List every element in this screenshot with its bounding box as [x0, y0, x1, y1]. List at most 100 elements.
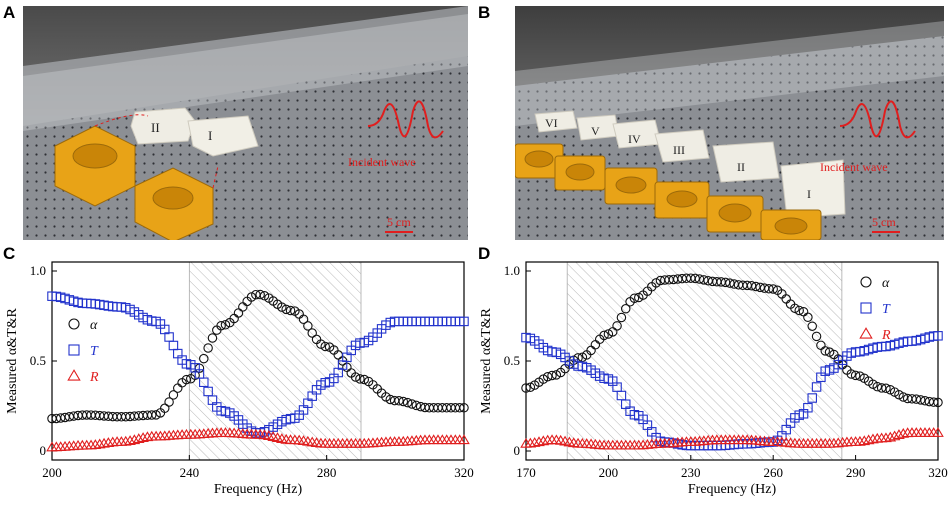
y-axis-label: Measured α&T&R	[479, 307, 494, 413]
legend-marker	[67, 369, 81, 381]
incident-wave-label-b: Incident wave	[820, 160, 888, 174]
data-point	[168, 340, 179, 351]
data-point	[199, 353, 209, 364]
data-point	[458, 434, 470, 445]
legend-marker	[860, 276, 872, 288]
data-point	[612, 321, 622, 331]
photo-b: VI V IV III II I Incident wave 5 cm	[515, 6, 944, 240]
data-point	[542, 371, 553, 382]
orange-resonators	[54, 125, 214, 240]
data-point	[932, 427, 944, 437]
series-circle	[521, 273, 943, 408]
label-scatterer-2b: II	[737, 160, 745, 174]
data-point	[164, 397, 174, 407]
photo-a: II I Incident wave 5 cm	[23, 6, 468, 240]
label-scatterer-5: V	[591, 124, 600, 138]
label-scatterer-4: IV	[628, 132, 641, 146]
x-tick-label: 200	[42, 465, 62, 480]
data-point	[350, 372, 361, 382]
data-point	[616, 312, 627, 323]
data-point	[146, 410, 157, 420]
x-axis-label: Frequency (Hz)	[688, 482, 777, 497]
data-point	[128, 434, 141, 445]
series-triangle	[520, 427, 944, 450]
wave-icon	[367, 100, 444, 139]
data-point	[89, 439, 102, 449]
y-tick-label: 0.5	[30, 353, 46, 368]
data-point	[216, 320, 226, 331]
x-tick-label: 290	[846, 465, 866, 480]
data-point	[359, 374, 370, 385]
legend-marker	[68, 344, 80, 356]
data-point	[168, 390, 179, 400]
series-square	[47, 291, 469, 438]
data-point	[620, 304, 631, 314]
data-point	[720, 277, 731, 288]
data-point	[98, 437, 110, 448]
data-point	[811, 382, 822, 392]
data-point	[846, 369, 857, 379]
data-point	[725, 278, 735, 288]
label-scatterer-1: I	[208, 128, 212, 143]
data-point	[807, 321, 817, 331]
x-tick-label: 200	[599, 465, 619, 480]
data-point	[394, 396, 404, 406]
data-point	[694, 274, 705, 284]
data-point	[173, 383, 183, 393]
legend-label: R	[89, 370, 99, 385]
x-axis-label: Frequency (Hz)	[214, 482, 303, 497]
data-point	[132, 433, 145, 444]
shaded-band	[188, 261, 362, 461]
data-point	[255, 289, 265, 300]
x-tick-label: 230	[681, 465, 701, 480]
legend-label: α	[882, 276, 890, 291]
data-point	[533, 436, 545, 447]
data-point	[277, 302, 287, 312]
data-point	[872, 381, 883, 392]
data-point	[525, 382, 536, 392]
data-point	[867, 433, 879, 444]
panel-label-b: B	[478, 3, 491, 22]
data-point	[407, 399, 417, 409]
label-scatterer-1b: I	[807, 187, 811, 201]
y-axis-label: Measured α&T&R	[5, 307, 20, 413]
panel-label-d: D	[478, 244, 491, 263]
data-point	[207, 333, 218, 343]
chart-c: 200 240 280 320 0 0.5 1.0 Frequency (Hz) Measure…	[5, 261, 474, 497]
y-tick-label: 0	[40, 443, 47, 458]
data-point	[850, 370, 861, 381]
data-point	[811, 331, 822, 342]
legend-marker	[860, 302, 872, 314]
data-point	[285, 305, 296, 316]
data-point	[794, 305, 804, 316]
data-point	[137, 432, 149, 442]
data-point	[768, 284, 778, 294]
panel-label-a: A	[3, 3, 16, 22]
data-point	[881, 383, 891, 394]
data-point	[124, 435, 136, 445]
data-point	[629, 293, 640, 303]
data-point	[181, 374, 192, 385]
series-square	[521, 331, 943, 451]
data-point	[862, 434, 875, 445]
data-point	[303, 321, 313, 331]
x-tick-label: 320	[928, 465, 948, 480]
data-point	[855, 371, 865, 381]
label-scatterer-6: VI	[545, 116, 558, 130]
x-tick-label: 240	[180, 465, 200, 480]
data-point	[411, 400, 422, 411]
legend-marker	[859, 327, 873, 339]
data-point	[320, 341, 330, 352]
x-tick-label: 320	[454, 465, 474, 480]
data-point	[547, 370, 557, 381]
scale-bar-label-b: 5 cm	[872, 215, 896, 229]
data-point	[199, 377, 209, 388]
legend-label: T	[90, 344, 99, 359]
data-point	[897, 427, 910, 438]
legend-label: α	[90, 318, 98, 333]
x-tick-label: 170	[516, 465, 536, 480]
data-point	[599, 330, 609, 341]
x-tick-label: 280	[317, 465, 337, 480]
data-point	[854, 435, 866, 446]
label-scatterer-3: III	[673, 143, 685, 157]
